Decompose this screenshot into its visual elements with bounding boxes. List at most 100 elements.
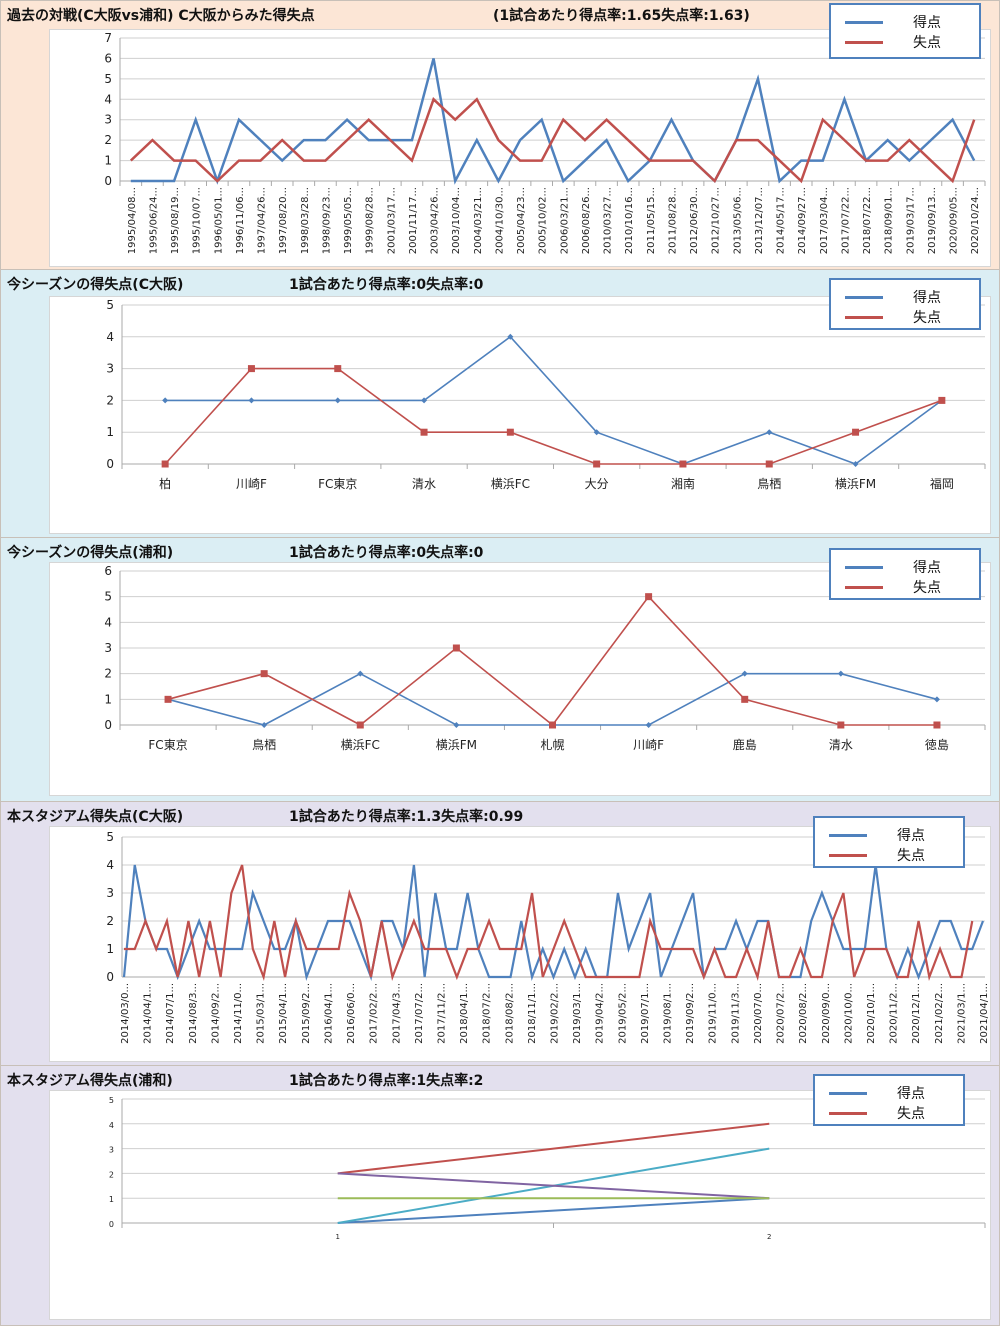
- data-point-goals: [741, 670, 748, 677]
- data-point-goals: [261, 722, 268, 728]
- legend: 得点 失点: [813, 1074, 965, 1126]
- y-tick-label: 1: [109, 1195, 114, 1204]
- x-tick-label: 2015/09/2...: [301, 983, 312, 1044]
- x-tick-label: 湘南: [671, 476, 695, 491]
- data-point-goals: [852, 461, 859, 467]
- x-tick-label: 2012/10/27...: [711, 187, 722, 254]
- x-tick-label: 2014/09/2...: [210, 983, 221, 1044]
- y-tick-label: 5: [104, 72, 112, 86]
- x-tick-label: 清水: [829, 738, 853, 752]
- legend: 得点 失点: [829, 278, 981, 330]
- legend-swatch-goals: [845, 565, 883, 569]
- x-tick-label: 2014/04/1...: [143, 983, 154, 1044]
- data-point-conceded: [645, 593, 653, 601]
- x-tick-label: 1: [336, 1233, 340, 1241]
- y-tick-label: 5: [109, 1096, 114, 1105]
- legend-label-conceded: 失点: [913, 310, 941, 326]
- legend-swatch-goals: [845, 295, 883, 299]
- x-tick-label: 2019/05/2...: [617, 983, 628, 1044]
- x-tick-label: 柏: [159, 476, 171, 491]
- y-tick-label: 1: [106, 425, 114, 439]
- legend-label-conceded: 失点: [897, 1106, 925, 1122]
- legend-swatch-goals: [829, 1091, 867, 1095]
- x-tick-label: 2019/09/13...: [927, 187, 938, 254]
- x-tick-label: 2018/11/1...: [527, 983, 538, 1044]
- y-tick-label: 1: [104, 154, 112, 168]
- line-chart-history: 0 1 2 3 4 5 6 7 1995/04/08... 1995/06/24... 1995/0…: [104, 31, 986, 254]
- x-tick-label: 2020/10/24...: [970, 187, 981, 254]
- data-point-conceded: [679, 460, 687, 468]
- x-tick-label: FC東京: [318, 477, 357, 491]
- x-tick-label: 2011/08/28...: [667, 187, 678, 254]
- x-tick-label: 1997/08/20...: [278, 187, 289, 254]
- data-point-goals: [645, 722, 652, 728]
- y-tick-label: 0: [106, 457, 114, 471]
- data-point-conceded: [549, 721, 556, 729]
- x-tick-label: 1998/09/23...: [321, 187, 332, 254]
- y-tick-label: 2: [104, 133, 112, 147]
- x-tick-label: 福岡: [930, 476, 954, 491]
- x-tick-label: 2018/07/2...: [482, 983, 493, 1044]
- x-tick-label: 2019/09/2...: [685, 983, 696, 1044]
- x-tick-label: 鳥栖: [252, 737, 276, 752]
- y-tick-label: 4: [104, 615, 112, 629]
- x-tick-label: 2017/04/3...: [391, 983, 402, 1044]
- data-point-conceded: [933, 721, 941, 729]
- data-point-conceded: [161, 460, 169, 468]
- panel-season-cosaka: 今シーズンの得失点(C大阪) 1試合あたり得点率:0失点率:0 0 1 2 3 4 5 柏 川…: [0, 270, 1000, 538]
- x-tick-label: 1997/04/26...: [257, 187, 268, 254]
- x-tick-label: 2: [767, 1233, 771, 1241]
- x-tick-label: 2019/03/17...: [905, 187, 916, 254]
- x-tick-label: 2020/11/2...: [889, 983, 900, 1044]
- line-chart-season-cosaka: 0 1 2 3 4 5 柏 川崎F FC東京 清水 横浜FC 大分 湘南 鳥栖 横浜FM 福岡: [106, 298, 986, 491]
- data-point-conceded: [852, 428, 860, 436]
- x-tick-label: 2017/03/04...: [819, 187, 830, 254]
- data-point-goals: [933, 696, 940, 703]
- x-tick-label: 2016/06/0...: [346, 983, 357, 1044]
- legend-label-conceded: 失点: [913, 580, 941, 596]
- x-tick-label: 2021/03/1...: [956, 983, 967, 1044]
- x-tick-label: 2018/09/01...: [884, 187, 895, 254]
- x-tick-label: 2006/08/26...: [581, 187, 592, 254]
- data-point-conceded: [837, 721, 845, 729]
- x-tick-label: 2001/03/17...: [386, 187, 397, 254]
- x-tick-label: 2003/04/26...: [430, 187, 441, 254]
- x-tick-label: 横浜FC: [341, 738, 380, 752]
- x-tick-label: 2021/02/2...: [934, 983, 945, 1044]
- x-tick-label: 2012/06/30...: [689, 187, 700, 254]
- x-tick-label: 1999/08/28...: [365, 187, 376, 254]
- data-point-conceded: [247, 365, 255, 373]
- y-tick-label: 3: [109, 1146, 114, 1155]
- legend-swatch-conceded: [829, 1111, 867, 1115]
- x-tick-label: 大分: [585, 477, 609, 491]
- rate-text: 1試合あたり得点率:1失点率:2: [289, 1073, 484, 1089]
- data-point-goals: [593, 429, 600, 436]
- x-tick-label: 2019/03/1...: [572, 983, 583, 1044]
- y-tick-label: 4: [109, 1121, 114, 1130]
- legend-swatch-goals: [845, 20, 883, 24]
- x-tick-label: 2003/10/04...: [451, 187, 462, 254]
- legend: 得点 失点: [829, 548, 981, 600]
- x-tick-label: 清水: [412, 477, 436, 491]
- chart-title: 本スタジアム得失点(浦和): [7, 1073, 173, 1089]
- plot-area: 0 1 2 3 4 5 6 FC東京 鳥栖 横浜FC 横浜FM 札幌 川崎F 鹿島 清水 徳島: [49, 562, 991, 796]
- x-tick-label: 2006/03/21...: [559, 187, 570, 254]
- legend-swatch-goals: [829, 833, 867, 837]
- data-point-conceded: [452, 644, 460, 652]
- x-tick-label: 2020/12/1...: [911, 983, 922, 1044]
- y-tick-label: 3: [106, 886, 114, 900]
- y-tick-label: 4: [104, 92, 112, 106]
- x-tick-label: 1998/03/28...: [300, 187, 311, 254]
- rate-text: (1試合あたり得点率:1.65失点率:1.63): [493, 8, 750, 24]
- series-line-extra-3: [337, 1172, 770, 1200]
- x-tick-label: 2013/05/06...: [732, 187, 743, 254]
- legend-label-goals: 得点: [897, 828, 925, 844]
- rate-text: 1試合あたり得点率:0失点率:0: [289, 277, 484, 293]
- x-tick-label: 2017/07/22...: [840, 187, 851, 254]
- data-point-conceded: [164, 695, 172, 703]
- chart-title: 今シーズンの得失点(C大阪): [7, 277, 184, 293]
- x-tick-label: 2020/07/2...: [776, 983, 787, 1044]
- data-point-goals: [357, 670, 364, 677]
- panel-season-urawa: 今シーズンの得失点(浦和) 1試合あたり得点率:0失点率:0 0 1 2 3 4 5 6 FC…: [0, 538, 1000, 802]
